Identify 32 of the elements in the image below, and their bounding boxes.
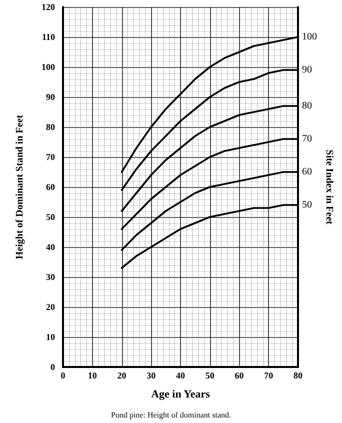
- y-tick-label: 70: [46, 152, 56, 162]
- y-tick-label: 30: [46, 272, 56, 282]
- x-tick-label: 30: [146, 370, 156, 380]
- series-label: 80: [302, 100, 312, 112]
- y-tick-label: 120: [42, 2, 56, 12]
- y-tick-label: 0: [50, 362, 56, 372]
- x-axis-title: Age in Years: [151, 388, 211, 400]
- x-tick-label: 60: [234, 370, 244, 380]
- y2-axis-title: Site Index in Feet: [324, 150, 334, 226]
- y-tick-label: 50: [46, 212, 56, 222]
- x-tick-label: 20: [117, 370, 127, 380]
- series-label: 60: [302, 166, 312, 178]
- x-tick-label: 0: [60, 370, 66, 380]
- series-label: 70: [302, 134, 312, 144]
- x-tick-label: 10: [88, 370, 98, 380]
- series-label: 50: [302, 200, 312, 210]
- x-tick-label: 50: [205, 370, 215, 380]
- y-tick-label: 10: [46, 332, 56, 342]
- y-tick-label: 80: [46, 122, 56, 132]
- series-label: 100: [302, 32, 317, 42]
- y-tick-label: 90: [46, 92, 56, 102]
- y-axis-title: Height of Dominant Stand in Feet: [14, 114, 26, 260]
- y-tick-label: 100: [42, 62, 56, 72]
- x-tick-label: 40: [176, 370, 186, 380]
- x-tick-label: 70: [264, 370, 274, 380]
- y-tick-label: 20: [46, 302, 56, 312]
- text: Pond pine: Height of dominant stand.: [111, 410, 232, 420]
- y-tick-label: 60: [46, 182, 56, 192]
- y-tick-label: 110: [42, 32, 56, 42]
- x-tick-label: 80: [294, 370, 303, 380]
- series-label: 90: [302, 64, 312, 76]
- y-tick-label: 40: [46, 242, 56, 252]
